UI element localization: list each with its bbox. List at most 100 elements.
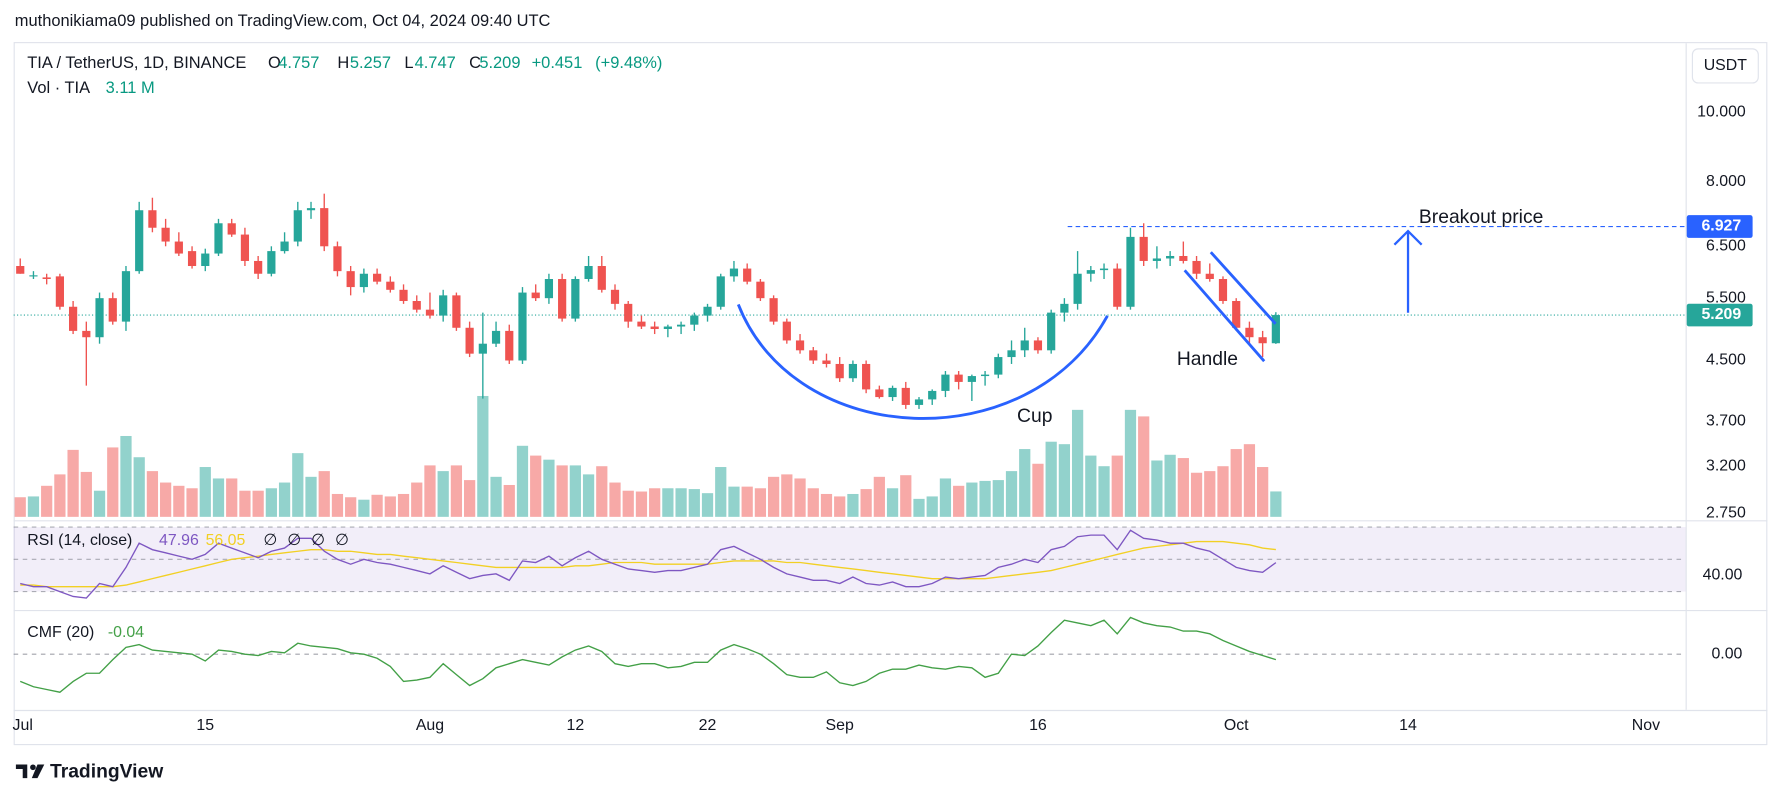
volume-bar <box>173 485 185 517</box>
rsi-legend: RSI (14, close) <box>27 532 132 549</box>
cmf-tick-label: 0.00 <box>1711 645 1742 662</box>
last-price-label: 5.209 <box>1701 306 1741 323</box>
rsi-placeholder: ∅ <box>264 532 278 549</box>
candle-body <box>174 241 183 254</box>
volume-bar <box>715 467 727 517</box>
volume-bar <box>516 445 529 517</box>
symbol-title: TIA / TetherUS, 1D, BINANCE <box>27 54 246 72</box>
ohlc-key: H <box>337 54 349 72</box>
volume-bar <box>953 485 965 517</box>
candle-body <box>1232 301 1241 328</box>
x-tick-label: 22 <box>699 717 717 734</box>
candle-body <box>346 271 355 288</box>
candle-body <box>888 387 897 398</box>
candle-body <box>55 276 64 307</box>
candle-body <box>29 275 38 277</box>
volume-bar <box>1230 449 1242 517</box>
volume-bar <box>503 484 515 517</box>
volume-bar <box>754 488 767 517</box>
rsi-line <box>20 529 1277 599</box>
volume-bar <box>728 486 740 517</box>
candle-body <box>1099 268 1109 271</box>
volume-bar <box>635 491 648 517</box>
candle-body <box>108 298 117 322</box>
volume-bar <box>1151 460 1163 517</box>
volume-bar <box>913 498 925 517</box>
currency-button[interactable] <box>1691 48 1759 84</box>
candle-body <box>703 306 712 316</box>
volume-bar <box>226 478 238 517</box>
breakout-price-box <box>1686 215 1753 238</box>
cmf-line <box>19 616 1277 693</box>
volume-bar <box>1204 471 1216 517</box>
rsi-placeholder: ∅ <box>311 532 325 549</box>
candle-body <box>478 343 487 354</box>
volume-bar <box>1071 409 1084 517</box>
rsi-placeholder: ∅ <box>287 532 301 549</box>
volume-bar <box>411 482 423 517</box>
volume-bar <box>1138 416 1150 517</box>
candle-body <box>135 210 144 272</box>
candle-body <box>412 301 421 310</box>
candle-body <box>95 298 104 338</box>
candle-body <box>82 330 91 338</box>
candle-body <box>491 330 501 344</box>
volume-bar <box>794 478 806 517</box>
breakout-price-label: 6.927 <box>1701 218 1741 235</box>
volume-bar <box>41 485 53 517</box>
candle-body <box>822 360 831 364</box>
candle-body <box>69 306 78 331</box>
volume-bar <box>1257 467 1269 517</box>
currency-label[interactable]: USDT <box>1704 57 1748 74</box>
logo-mark <box>30 764 36 771</box>
x-tick-label: Aug <box>416 717 444 734</box>
candle-body <box>359 273 368 288</box>
candle-body <box>425 309 435 316</box>
volume-bar <box>464 480 476 517</box>
candle-body <box>1258 337 1267 344</box>
volume-bar <box>54 474 66 517</box>
candle-body <box>16 266 25 274</box>
candle-body <box>848 363 858 379</box>
volume-bar <box>133 457 145 517</box>
volume-bar <box>966 482 978 517</box>
volume-bar <box>1190 472 1203 517</box>
volume-bar <box>1005 471 1018 517</box>
rsi-ma-line <box>20 540 1276 588</box>
x-tick-label: Nov <box>1632 717 1660 734</box>
candle-body <box>267 251 276 274</box>
publisher-header: muthonikiama09 published on TradingView.… <box>15 12 551 30</box>
candle-body <box>1060 303 1069 313</box>
candle-body <box>439 295 448 316</box>
y-tick-label: 5.500 <box>1706 289 1746 306</box>
volume-bar <box>331 493 344 517</box>
volume-bar <box>477 395 489 517</box>
rsi-placeholder: ∅ <box>335 532 349 549</box>
candle-body <box>1020 340 1029 351</box>
last-price-box <box>1686 303 1753 327</box>
volume-bar <box>14 497 26 517</box>
volume-bar <box>67 449 79 517</box>
volume-bar <box>979 480 991 517</box>
volume-bar <box>873 476 885 517</box>
candle-body <box>769 298 778 322</box>
volume-bar <box>1019 449 1031 517</box>
candle-body <box>240 234 250 261</box>
volume-bar <box>543 459 555 517</box>
candle-body <box>597 266 606 290</box>
candle-body <box>624 303 633 322</box>
volume-bar <box>939 478 952 517</box>
volume-bar <box>27 496 40 517</box>
volume-bar <box>424 465 436 517</box>
candle-body <box>1205 273 1214 280</box>
volume-bar <box>622 490 634 517</box>
volume-bar <box>1243 444 1256 517</box>
volume-bar <box>239 490 251 517</box>
volume-bar <box>1177 458 1189 517</box>
y-tick-label: 3.200 <box>1706 458 1746 475</box>
volume-bar <box>1270 491 1282 517</box>
volume-bar <box>596 466 608 517</box>
candle-body <box>782 321 791 341</box>
